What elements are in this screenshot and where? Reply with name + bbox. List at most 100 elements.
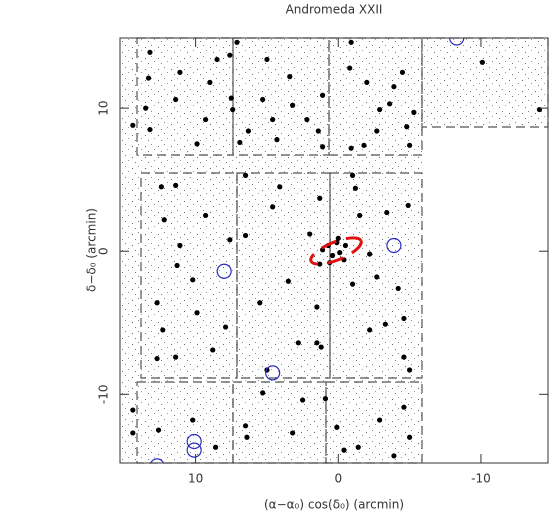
- star-point: [147, 49, 153, 55]
- star-point: [154, 300, 160, 306]
- star-point: [318, 344, 324, 350]
- star-point: [349, 172, 356, 178]
- plot-area: [130, 38, 543, 463]
- star-point: [377, 417, 383, 423]
- plot-frame: [119, 37, 549, 464]
- star-point: [319, 144, 326, 150]
- star-point: [174, 262, 180, 269]
- circle-marker: [265, 365, 281, 381]
- star-point: [367, 251, 373, 257]
- star-point: [348, 145, 354, 151]
- star-point: [382, 321, 388, 327]
- star-point: [155, 427, 162, 433]
- star-point: [348, 39, 354, 45]
- star-point: [161, 217, 167, 223]
- star-point: [479, 59, 485, 65]
- star-point: [329, 252, 336, 259]
- star-point: [214, 56, 220, 63]
- star-point: [194, 310, 200, 316]
- star-point: [304, 116, 310, 123]
- star-point: [130, 407, 136, 413]
- star-point: [391, 84, 397, 90]
- circle-marker: [216, 263, 232, 279]
- star-point: [277, 184, 283, 190]
- star-point: [154, 355, 160, 362]
- star-point: [227, 52, 233, 58]
- star-point: [245, 128, 251, 134]
- star-point: [270, 204, 276, 210]
- star-point: [357, 212, 363, 219]
- star-point: [173, 354, 179, 360]
- circle-marker: [186, 433, 202, 450]
- star-point: [404, 124, 410, 130]
- star-point: [212, 444, 219, 450]
- star-point: [355, 444, 361, 450]
- star-point: [270, 116, 276, 123]
- star-point: [364, 79, 370, 85]
- y-tick-label: -10: [97, 385, 111, 405]
- star-point: [190, 277, 196, 283]
- star-point: [295, 340, 301, 346]
- star-point: [341, 447, 347, 453]
- star-point: [143, 105, 149, 111]
- star-point: [300, 397, 306, 403]
- star-point: [407, 367, 413, 373]
- star-point: [242, 232, 249, 239]
- x-tick-label: 0: [334, 472, 342, 486]
- star-point: [317, 195, 323, 201]
- star-point: [395, 285, 401, 292]
- y-axis-label: δ−δ₀ (arcmin): [85, 208, 99, 292]
- star-point: [349, 281, 356, 287]
- y-tick-label: 0: [97, 247, 111, 255]
- star-point: [228, 95, 234, 101]
- star-point: [399, 69, 406, 75]
- y-tick-label: 10: [97, 100, 111, 115]
- star-point: [401, 315, 407, 322]
- star-point: [230, 106, 236, 113]
- star-point: [274, 136, 280, 143]
- star-point: [242, 423, 249, 429]
- star-point: [130, 430, 136, 436]
- star-point: [244, 434, 250, 440]
- star-point: [242, 172, 249, 178]
- star-point: [207, 79, 213, 85]
- star-point: [147, 126, 153, 133]
- star-point: [335, 235, 341, 241]
- star-point: [367, 327, 373, 333]
- star-point: [319, 92, 326, 98]
- star-point: [194, 141, 200, 147]
- x-axis-label: (α−α₀) cos(δ₀) (arcmin): [264, 498, 404, 512]
- background-field: [120, 38, 548, 463]
- circle-marker: [449, 38, 465, 46]
- half-light-ellipse: [309, 236, 363, 266]
- star-point: [377, 106, 383, 113]
- star-point: [190, 417, 196, 423]
- star-point: [315, 128, 321, 134]
- star-point: [334, 424, 340, 430]
- star-point: [173, 96, 179, 103]
- star-point: [227, 237, 233, 243]
- star-point: [158, 184, 164, 190]
- star-point: [314, 340, 320, 346]
- star-point: [203, 212, 209, 219]
- circle-marker: [386, 237, 402, 254]
- star-point: [384, 209, 390, 216]
- star-point: [257, 300, 263, 306]
- star-point: [314, 304, 320, 310]
- star-point: [145, 75, 152, 81]
- star-point: [160, 327, 166, 333]
- x-tick-label: 10: [188, 472, 203, 486]
- star-point: [287, 74, 293, 80]
- circle-marker: [186, 442, 202, 458]
- star-point: [264, 56, 270, 63]
- star-point: [322, 396, 329, 402]
- star-point: [401, 354, 407, 360]
- star-point: [374, 274, 380, 280]
- star-point: [407, 142, 413, 148]
- star-point: [290, 430, 296, 436]
- star-point: [307, 231, 313, 237]
- star-point: [347, 65, 353, 71]
- chart-title: Andromeda XXII: [286, 3, 383, 17]
- star-point: [222, 324, 229, 330]
